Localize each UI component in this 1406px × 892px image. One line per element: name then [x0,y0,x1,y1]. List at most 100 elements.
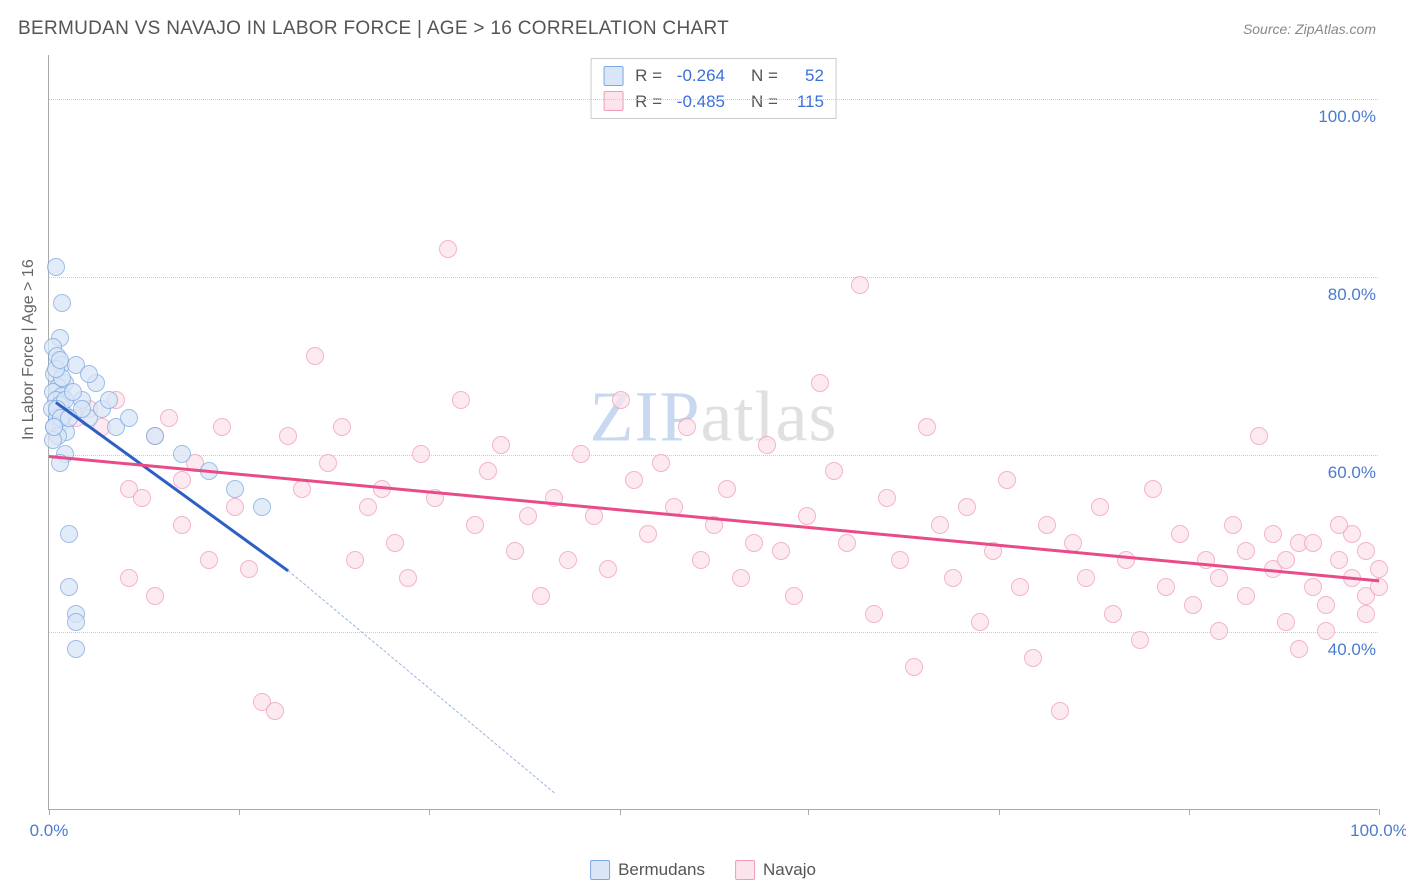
x-tick [429,809,430,815]
gridline [49,455,1378,456]
data-point [492,436,510,454]
data-point [785,587,803,605]
x-tick [620,809,621,815]
data-point [1370,560,1388,578]
data-point [718,480,736,498]
data-point [1157,578,1175,596]
series-legend: BermudansNavajo [590,860,816,880]
data-point [1051,702,1069,720]
scatter-plot-area: ZIPatlas R =-0.264N =52R =-0.485N =115 4… [48,55,1378,810]
n-value: 52 [786,63,824,89]
data-point [678,418,696,436]
y-tick-label: 100.0% [1314,107,1380,127]
data-point [585,507,603,525]
data-point [333,418,351,436]
data-point [1064,534,1082,552]
data-point [1077,569,1095,587]
data-point [266,702,284,720]
data-point [931,516,949,534]
data-point [1277,551,1295,569]
data-point [279,427,297,445]
data-point [1304,578,1322,596]
data-point [692,551,710,569]
data-point [1237,587,1255,605]
data-point [905,658,923,676]
data-point [1184,596,1202,614]
n-value: 115 [786,89,824,115]
data-point [865,605,883,623]
data-point [173,445,191,463]
data-point [53,294,71,312]
gridline [49,277,1378,278]
data-point [772,542,790,560]
x-tick [1379,809,1380,815]
data-point [971,613,989,631]
data-point [346,551,364,569]
data-point [226,480,244,498]
data-point [1038,516,1056,534]
data-point [67,613,85,631]
x-tick [808,809,809,815]
data-point [439,240,457,258]
data-point [359,498,377,516]
x-tick-label: 100.0% [1350,821,1406,841]
chart-title: BERMUDAN VS NAVAJO IN LABOR FORCE | AGE … [18,18,729,40]
data-point [811,374,829,392]
data-point [293,480,311,498]
data-point [891,551,909,569]
data-point [1024,649,1042,667]
source-attribution: Source: ZipAtlas.com [1243,21,1376,37]
data-point [599,560,617,578]
data-point [1131,631,1149,649]
data-point [1357,542,1375,560]
data-point [466,516,484,534]
legend-row: R =-0.264N =52 [603,63,824,89]
data-point [226,498,244,516]
data-point [612,391,630,409]
legend-swatch [590,860,610,880]
data-point [825,462,843,480]
data-point [918,418,936,436]
legend-swatch [603,66,623,86]
data-point [253,498,271,516]
data-point [200,551,218,569]
data-point [1117,551,1135,569]
data-point [412,445,430,463]
data-point [146,427,164,445]
data-point [1357,605,1375,623]
data-point [838,534,856,552]
x-tick [49,809,50,815]
y-tick-label: 40.0% [1324,640,1380,660]
data-point [1171,525,1189,543]
data-point [479,462,497,480]
data-point [572,445,590,463]
data-point [506,542,524,560]
data-point [146,587,164,605]
n-label: N = [751,63,778,89]
data-point [851,276,869,294]
trend-line [288,570,555,793]
y-tick-label: 60.0% [1324,463,1380,483]
data-point [1330,516,1348,534]
gridline [49,632,1378,633]
data-point [160,409,178,427]
data-point [120,569,138,587]
data-point [1317,596,1335,614]
legend-swatch [735,860,755,880]
data-point [60,578,78,596]
x-tick [1189,809,1190,815]
data-point [998,471,1016,489]
data-point [64,383,82,401]
data-point [732,569,750,587]
x-tick [999,809,1000,815]
trend-line [55,402,289,573]
data-point [652,454,670,472]
data-point [452,391,470,409]
data-point [47,258,65,276]
y-axis-label: In Labor Force | Age > 16 [20,259,38,440]
data-point [745,534,763,552]
r-label: R = [635,89,662,115]
data-point [1210,622,1228,640]
x-tick-label: 0.0% [30,821,69,841]
x-tick [239,809,240,815]
